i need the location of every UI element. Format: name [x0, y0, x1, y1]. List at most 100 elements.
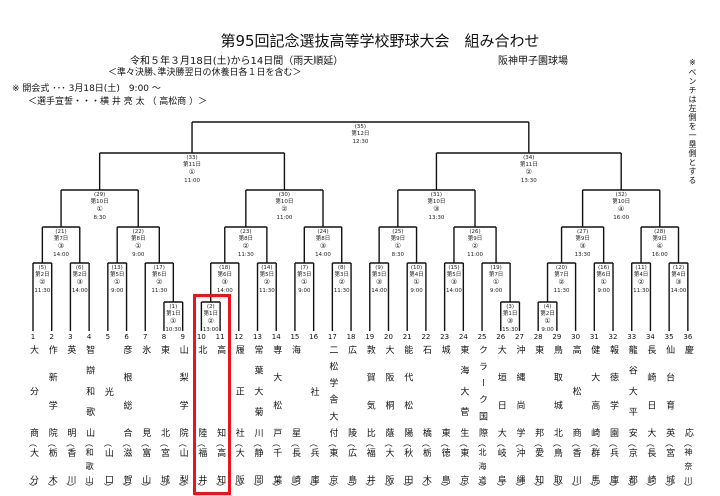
open-paren: ︵	[234, 439, 243, 448]
prefecture-group: ︵ 神奈川 ︶	[680, 440, 696, 492]
close-paren: ︶	[609, 483, 617, 492]
match-number: (8)	[338, 265, 346, 271]
team-number: 31	[589, 333, 599, 341]
open-paren: ︵	[515, 439, 524, 448]
prefecture: 広島	[346, 448, 357, 484]
open-paren: ︵	[47, 439, 56, 448]
match-day: 第6日	[152, 270, 167, 278]
match-day: 第10日	[427, 197, 445, 205]
venue: 阪神甲子園球場	[498, 56, 568, 67]
school-name: クラーク国際	[477, 345, 488, 437]
match-slot: ①	[135, 242, 141, 250]
team-number: 11	[215, 333, 225, 341]
school-name: 山梨学院	[177, 345, 188, 437]
prefecture-group: ︵ 高知 ︶	[212, 440, 228, 492]
school-name: 仙台育英	[664, 345, 675, 437]
prefecture: 宮城	[664, 448, 675, 484]
match-time: 14:00	[72, 288, 88, 294]
match-day: 第1日	[166, 309, 181, 317]
match-time: 9:00	[410, 288, 423, 294]
team-entry: 大阪桐蔭 ︵ 大阪 ︶	[380, 345, 396, 492]
match-number: (26)	[469, 229, 480, 235]
team-entry: 慶応 ︵ 神奈川 ︶	[680, 345, 696, 492]
prefecture-group: ︵ 和歌山 ︶	[81, 440, 97, 492]
team-entry: 山梨学院 ︵ 山梨 ︶	[175, 345, 191, 492]
match-time: 13:00	[203, 327, 219, 333]
team-entry: 沖縄尚学 ︵ 沖縄 ︶	[511, 345, 527, 492]
close-paren: ︶	[683, 483, 692, 492]
prefecture-group: ︵ 福井 ︶	[193, 440, 209, 492]
close-paren: ︶	[384, 483, 393, 492]
school-name: 龍谷大平安	[626, 345, 637, 437]
open-paren: ︵	[103, 439, 112, 448]
team-entry: 光 ︵ 山口 ︶	[100, 345, 116, 492]
open-paren: ︵	[478, 439, 487, 448]
team-entry: 氷見 ︵ 富山 ︶	[137, 345, 153, 492]
bench-note: ※ベンチは左側を一塁側とする	[688, 58, 697, 185]
team-number: 7	[143, 333, 148, 341]
match-number: (4)	[544, 304, 552, 310]
team-number: 2	[49, 333, 54, 341]
open-paren: ︵	[384, 439, 393, 448]
prefecture: 栃木	[46, 448, 57, 484]
match-slot: ③	[675, 278, 681, 286]
open-paren: ︵	[178, 439, 187, 448]
prefecture-group: ︵ 秋田 ︶	[399, 440, 415, 492]
prefecture-group: ︵ 滋賀 ︶	[119, 440, 135, 492]
close-paren: ︶	[665, 483, 674, 492]
close-paren: ︶	[103, 483, 112, 492]
match-time: 13:30	[521, 178, 537, 184]
match-time: 14:00	[671, 288, 687, 294]
prefecture: 長崎	[645, 448, 656, 484]
match-day: 第8日	[239, 234, 254, 242]
school-name: 北陸	[196, 345, 207, 437]
match-time: 11:30	[259, 288, 275, 294]
highlight-box	[193, 294, 231, 495]
opening-ceremony: ※ 開会式 ･･･ 3月18日(土) 9:00 ～	[12, 84, 161, 94]
match-day: 第6日	[596, 270, 611, 278]
match-time: 11:30	[238, 252, 254, 258]
team-number: 10	[196, 333, 206, 341]
match-slot: ③	[579, 242, 585, 250]
match-time: 8:30	[93, 215, 106, 221]
open-paren: ︵	[459, 439, 468, 448]
school-name: 履正社	[233, 345, 244, 437]
team-number: 14	[271, 333, 281, 341]
match-slot: ③	[507, 317, 513, 325]
team-entry: 智辯和歌山 ︵ 和歌山 ︶	[81, 345, 97, 492]
match-time: 14:00	[217, 288, 233, 294]
prefecture: 兵庫	[308, 448, 319, 484]
team-entry: 高松商 ︵ 香川 ︶	[568, 345, 584, 492]
match-day: 第9日	[653, 234, 668, 242]
open-paren: ︵	[665, 439, 674, 448]
open-paren: ︵	[496, 439, 505, 448]
team-entry: 能代松陽 ︵ 秋田 ︶	[399, 345, 415, 492]
team-number: 32	[608, 333, 618, 341]
prefecture: 高知	[215, 448, 226, 484]
prefecture: 宮城	[158, 448, 169, 484]
team-number: 26	[496, 333, 506, 341]
open-paren: ︵	[403, 439, 412, 448]
match-day: 第7日	[489, 270, 504, 278]
prefecture: 京都	[626, 448, 637, 484]
prefecture-group: ︵ 東京 ︶	[455, 440, 471, 492]
team-number: 9	[180, 333, 185, 341]
match-day: 第3日	[334, 270, 349, 278]
match-slot: ③	[433, 205, 439, 213]
open-paren: ︵	[159, 439, 168, 448]
school-name: 健大高崎	[589, 345, 600, 437]
prefecture-group: ︵ 大分 ︶	[25, 440, 41, 492]
prefecture-group: ︵ 長崎 ︶	[642, 440, 658, 492]
match-time: 14:00	[315, 252, 331, 258]
match-slot: ①	[395, 242, 401, 250]
team-number: 17	[327, 333, 337, 341]
match-day: 第7日	[54, 234, 69, 242]
prefecture: 千葉	[271, 448, 282, 484]
prefecture-group: ︵ 北海道 ︶	[474, 440, 490, 492]
close-paren: ︶	[216, 483, 225, 492]
open-paren: ︵	[272, 439, 281, 448]
match-time: 11:00	[184, 178, 200, 184]
team-entry: 鳥取城北 ︵ 鳥取 ︶	[549, 345, 565, 492]
match-slot: ①	[170, 317, 176, 325]
match-time: 16:00	[613, 215, 629, 221]
